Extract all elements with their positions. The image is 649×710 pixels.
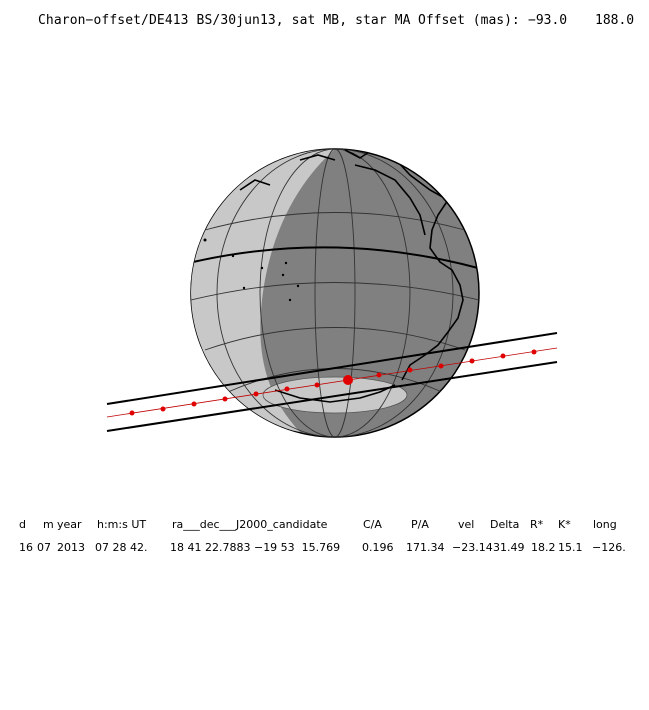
time-point xyxy=(376,372,382,378)
table-value-row: 16 07 2013 07 28 42. 18 41 22.7883 −19 5… xyxy=(0,541,649,555)
val-rstar: 18.2 xyxy=(531,541,556,554)
offset-y-value: 188.0 xyxy=(595,13,635,28)
closest-approach-point xyxy=(343,375,353,385)
islands xyxy=(203,238,300,302)
col-year: year xyxy=(57,518,82,531)
col-pa: P/A xyxy=(411,518,429,531)
col-long: long xyxy=(593,518,617,531)
time-point xyxy=(129,410,135,416)
occultation-map xyxy=(106,148,558,438)
shadow-south-limit xyxy=(106,361,558,432)
time-point xyxy=(222,396,228,402)
time-point xyxy=(531,349,537,355)
antarctic-region xyxy=(262,376,408,414)
val-time: 07 28 42. xyxy=(95,541,148,554)
col-kstar: K* xyxy=(558,518,571,531)
time-point xyxy=(284,386,290,392)
time-point xyxy=(407,367,413,373)
table-header-row: d m year h:m:s UT ra___dec___J2000_candi… xyxy=(0,518,649,532)
col-radec: ra___dec___J2000_candidate xyxy=(172,518,328,531)
col-rstar: R* xyxy=(530,518,544,531)
shadow-path xyxy=(106,332,558,432)
time-point xyxy=(314,382,320,388)
time-points xyxy=(129,349,537,416)
val-radec: 18 41 22.7883 −19 53 15.769 xyxy=(170,541,341,554)
val-kstar: 15.1 xyxy=(558,541,583,554)
val-delta: 31.49 xyxy=(493,541,525,554)
val-pa: 171.34 xyxy=(406,541,445,554)
col-time: h:m:s UT xyxy=(97,518,147,531)
val-vel: −23.14 xyxy=(452,541,493,554)
time-point xyxy=(500,353,506,359)
val-month: 07 xyxy=(37,541,51,554)
shadow-north-limit xyxy=(106,332,558,405)
col-ca: C/A xyxy=(363,518,382,531)
col-vel: vel xyxy=(458,518,475,531)
chart-title: Charon−offset/DE413 BS/30jun13, sat MB, … xyxy=(38,13,411,28)
val-long: −126. xyxy=(592,541,626,554)
col-month: m xyxy=(43,518,54,531)
time-point xyxy=(160,406,166,412)
time-point xyxy=(438,363,444,369)
equator-line xyxy=(192,246,479,269)
val-year: 2013 xyxy=(57,541,85,554)
val-ca: 0.196 xyxy=(362,541,394,554)
col-day: d xyxy=(19,518,26,531)
offset-label: Offset (mas): xyxy=(418,13,520,28)
col-delta: Delta xyxy=(490,518,520,531)
graticule xyxy=(191,149,479,437)
time-point xyxy=(253,391,259,397)
time-point xyxy=(191,401,197,407)
shadow-centerline xyxy=(106,347,558,418)
twilight-region xyxy=(191,149,335,432)
offset-x-value: −93.0 xyxy=(528,13,568,28)
time-point xyxy=(469,358,475,364)
val-day: 16 xyxy=(19,541,33,554)
